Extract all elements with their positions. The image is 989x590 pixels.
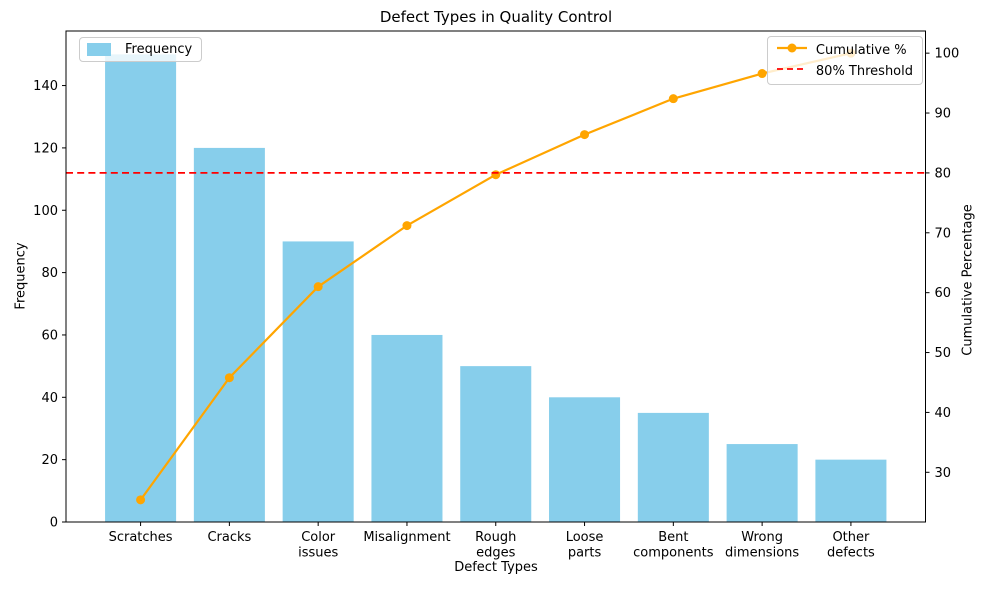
- x-axis-category-label: Color issues: [298, 530, 338, 561]
- cumulative-point: [491, 170, 501, 180]
- frequency-bar: [460, 366, 532, 522]
- x-axis-category-label: Bent components: [633, 530, 714, 561]
- right-y-axis-title: Cumulative Percentage: [960, 204, 976, 356]
- left-axis-tick-label: 140: [33, 79, 58, 94]
- threshold-dashed-legend-swatch-icon: [775, 62, 809, 80]
- frequency-legend-label: Frequency: [125, 42, 193, 57]
- right-axis-tick-label: 40: [935, 406, 952, 421]
- x-axis-category-label: Other defects: [827, 530, 875, 561]
- frequency-bar: [815, 459, 887, 522]
- legend-row-frequency: Frequency: [87, 42, 192, 57]
- cumulative-line-legend-swatch-icon: [775, 41, 809, 59]
- legend-row-cumulative: Cumulative %: [775, 41, 913, 59]
- frequency-bar: [549, 397, 621, 522]
- cumulative-point: [402, 221, 412, 231]
- x-axis-category-label: Loose parts: [566, 530, 604, 561]
- legend-frequency: Frequency: [79, 37, 203, 62]
- frequency-bar: [105, 54, 177, 522]
- x-axis-title: Defect Types: [454, 560, 538, 575]
- left-axis-tick-label: 80: [41, 266, 58, 281]
- right-axis-tick-label: 80: [935, 166, 952, 181]
- x-axis-category-label: Wrong dimensions: [725, 530, 799, 561]
- left-y-axis-title: Frequency: [13, 242, 29, 310]
- chart-title: Defect Types in Quality Control: [379, 8, 613, 26]
- right-axis-tick-label: 60: [935, 286, 952, 301]
- cumulative-point: [580, 130, 590, 140]
- left-axis-tick-label: 60: [41, 328, 58, 343]
- left-axis-tick-label: 0: [50, 516, 58, 531]
- right-axis-tick-label: 50: [935, 346, 952, 361]
- x-axis-category-label: Cracks: [207, 530, 251, 545]
- frequency-legend-swatch-icon: [87, 43, 111, 56]
- left-axis-tick-label: 120: [33, 141, 58, 156]
- right-axis-tick-label: 100: [935, 47, 960, 62]
- left-axis-tick-label: 40: [41, 391, 58, 406]
- cumulative-point: [313, 282, 323, 292]
- left-axis-tick-label: 20: [41, 453, 58, 468]
- cumulative-point: [224, 373, 234, 383]
- left-axis-tick-label: 100: [33, 204, 58, 219]
- frequency-bar: [193, 147, 265, 522]
- x-axis-category-label: Misalignment: [363, 530, 450, 545]
- cumulative-point: [136, 495, 146, 505]
- legend-row-threshold: 80% Threshold: [775, 62, 913, 80]
- legend-cumulative-threshold: Cumulative % 80% Threshold: [766, 36, 923, 85]
- x-axis-category-label: Scratches: [109, 530, 173, 545]
- threshold-legend-label: 80% Threshold: [815, 63, 913, 79]
- right-axis-tick-label: 30: [935, 466, 952, 481]
- x-axis-category-label: Rough edges: [475, 530, 516, 561]
- right-axis-tick-label: 70: [935, 226, 952, 241]
- frequency-bar: [637, 412, 709, 522]
- cumulative-legend-label: Cumulative %: [815, 42, 907, 58]
- right-axis-tick-label: 90: [935, 107, 952, 122]
- frequency-bar: [371, 334, 443, 522]
- frequency-bar: [726, 444, 798, 522]
- cumulative-point: [668, 94, 678, 104]
- cumulative-point: [757, 69, 767, 79]
